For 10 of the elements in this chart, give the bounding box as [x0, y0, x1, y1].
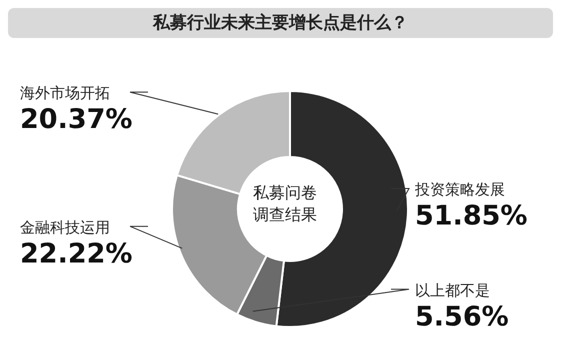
data-label: 51.85%: [415, 200, 528, 232]
data-label: 20.37%: [20, 104, 132, 136]
slice-label: 以上都不是: [415, 281, 490, 300]
text: 私募问卷调查结果: [252, 182, 318, 226]
data-label: 5.56%: [415, 301, 509, 332]
slice-label: 投资策略发展: [414, 180, 505, 199]
data-label: 22.22%: [20, 238, 132, 270]
slice-label: 金融科技运用: [20, 218, 110, 236]
slice-label: 海外市场开拓: [20, 84, 110, 102]
chart-title: 私募行业未来主要增长点是什么？: [8, 8, 553, 38]
